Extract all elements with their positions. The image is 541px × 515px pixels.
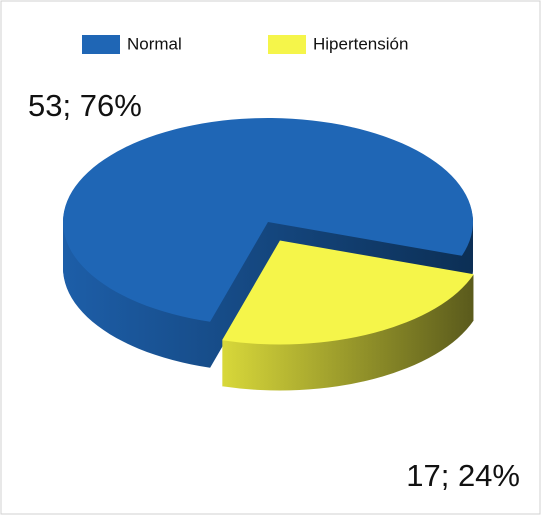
slice [63, 117, 473, 322]
legend-label: Normal [127, 34, 182, 53]
data-label: 53; 76% [28, 88, 142, 123]
legend-swatch [268, 35, 306, 54]
legend-label: Hipertensión [313, 34, 408, 53]
legend-swatch [82, 35, 120, 54]
slice [222, 240, 474, 345]
data-label: 17; 24% [406, 458, 520, 493]
